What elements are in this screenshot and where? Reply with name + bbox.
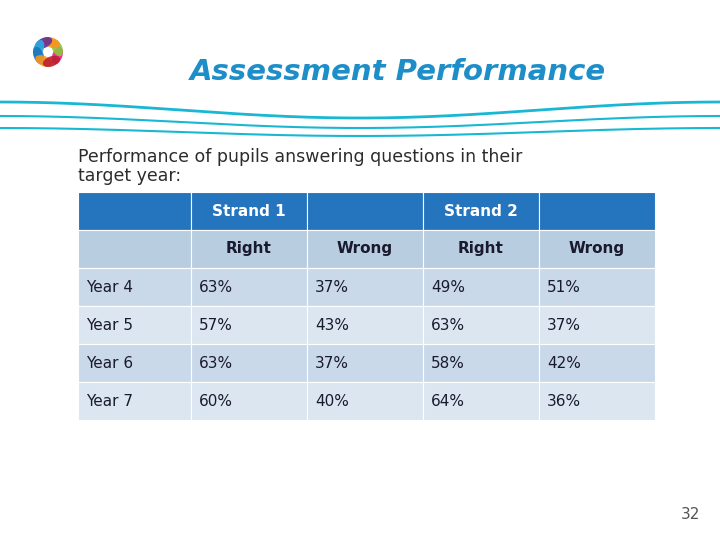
Text: Performance of pupils answering questions in their: Performance of pupils answering question… (78, 148, 523, 166)
Text: Strand 2: Strand 2 (444, 204, 518, 219)
Bar (539, 192, 655, 230)
Text: 63%: 63% (199, 355, 233, 370)
Text: Year 6: Year 6 (86, 355, 133, 370)
Bar (307, 192, 423, 230)
Text: Year 7: Year 7 (86, 394, 133, 408)
Text: 37%: 37% (315, 280, 349, 294)
Bar (78, 382, 191, 420)
Bar (423, 306, 539, 344)
Ellipse shape (35, 37, 52, 49)
Text: 42%: 42% (547, 355, 581, 370)
Bar (78, 306, 191, 344)
Bar (423, 344, 539, 382)
Ellipse shape (42, 56, 60, 67)
Bar (539, 268, 655, 306)
Bar (539, 382, 655, 420)
Text: 36%: 36% (547, 394, 581, 408)
Text: Wrong: Wrong (337, 241, 393, 256)
Bar (191, 192, 307, 230)
Bar (423, 382, 539, 420)
Text: 40%: 40% (315, 394, 348, 408)
Bar (191, 306, 307, 344)
Bar (423, 268, 539, 306)
Text: Strand 1: Strand 1 (212, 204, 286, 219)
Text: 51%: 51% (547, 280, 581, 294)
Ellipse shape (51, 39, 63, 56)
Ellipse shape (35, 55, 52, 67)
Bar (423, 192, 539, 230)
Text: 49%: 49% (431, 280, 465, 294)
Bar (423, 230, 539, 268)
Text: 37%: 37% (315, 355, 349, 370)
Text: 64%: 64% (431, 394, 465, 408)
Text: 63%: 63% (199, 280, 233, 294)
Bar (539, 344, 655, 382)
Bar (78, 344, 191, 382)
Ellipse shape (33, 47, 44, 64)
Bar (78, 192, 191, 230)
Text: Assessment Performance: Assessment Performance (190, 58, 606, 86)
Ellipse shape (52, 47, 63, 64)
Bar (78, 230, 191, 268)
Text: 43%: 43% (315, 318, 349, 333)
Bar (307, 230, 423, 268)
Text: Year 5: Year 5 (86, 318, 133, 333)
Bar (191, 382, 307, 420)
Text: Right: Right (458, 241, 504, 256)
Text: 58%: 58% (431, 355, 465, 370)
Text: Right: Right (226, 241, 272, 256)
Text: 37%: 37% (547, 318, 581, 333)
Text: target year:: target year: (78, 167, 181, 185)
Bar (539, 230, 655, 268)
Text: 57%: 57% (199, 318, 233, 333)
Bar (78, 268, 191, 306)
Text: 60%: 60% (199, 394, 233, 408)
Bar (307, 344, 423, 382)
Ellipse shape (33, 40, 44, 57)
Text: Year 4: Year 4 (86, 280, 133, 294)
Bar (539, 306, 655, 344)
Bar (191, 344, 307, 382)
Text: 32: 32 (680, 507, 700, 522)
Bar (307, 382, 423, 420)
Ellipse shape (42, 37, 60, 48)
Text: Wrong: Wrong (569, 241, 625, 256)
Bar (191, 230, 307, 268)
Bar (191, 268, 307, 306)
Bar (307, 268, 423, 306)
Bar (307, 306, 423, 344)
Text: 63%: 63% (431, 318, 465, 333)
